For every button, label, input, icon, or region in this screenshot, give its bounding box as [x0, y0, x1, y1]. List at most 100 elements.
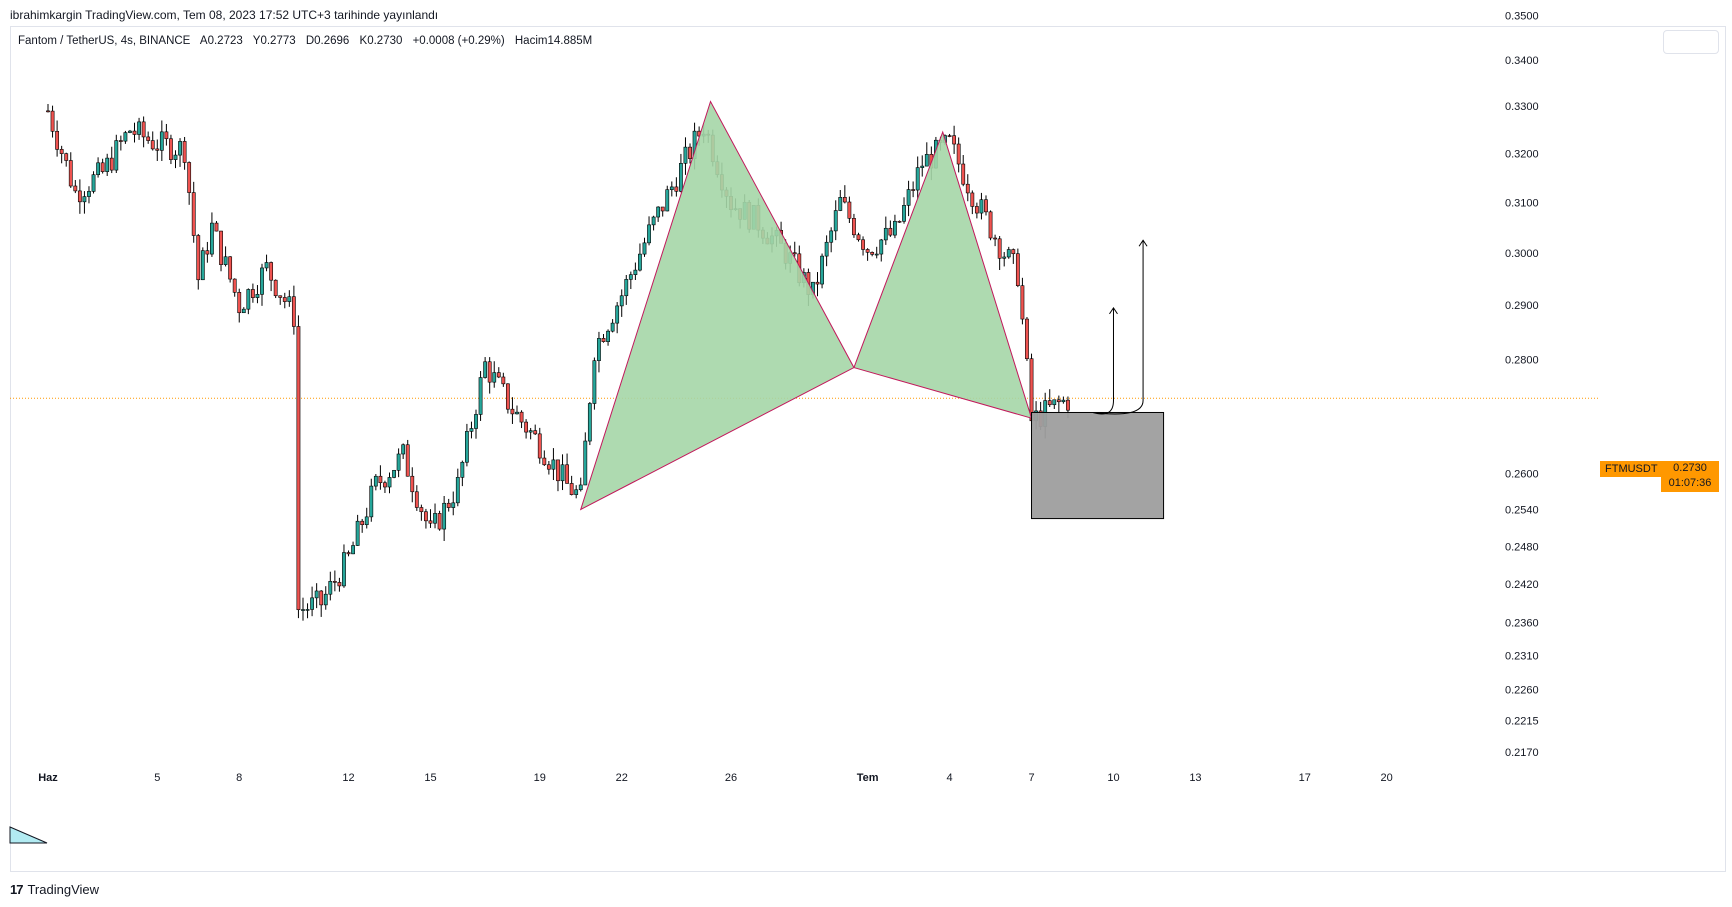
- candle-body: [228, 256, 233, 280]
- time-tick-label: 7: [1028, 772, 1034, 784]
- candle-body: [551, 459, 556, 470]
- price-tick-label: 0.3500: [1505, 11, 1539, 23]
- candle-body: [132, 130, 137, 135]
- candle-body: [401, 444, 406, 455]
- candle-body: [870, 252, 875, 255]
- candle-body: [446, 502, 451, 508]
- candle-body: [396, 453, 401, 471]
- candle-body: [915, 167, 920, 191]
- candle-body: [515, 411, 519, 415]
- candle-body: [59, 149, 64, 154]
- candle-body: [574, 489, 579, 495]
- candle-body: [128, 130, 132, 133]
- candle-body: [610, 322, 615, 332]
- candle-body: [150, 140, 155, 150]
- candle-body: [405, 444, 410, 477]
- candle-body: [55, 130, 60, 150]
- candle-body: [414, 491, 419, 508]
- last-price-value: 0.2730: [1673, 462, 1707, 474]
- candle-body: [1011, 249, 1016, 255]
- candle-body: [383, 482, 387, 488]
- price-tick-label: 0.3300: [1505, 101, 1539, 113]
- candle-body: [82, 196, 87, 203]
- candle-body: [615, 305, 620, 324]
- candle-body: [542, 457, 547, 466]
- candle-body: [373, 475, 378, 487]
- candle-body: [656, 206, 661, 218]
- tradingview-logo-icon: 17: [10, 882, 24, 897]
- candle-body: [883, 227, 888, 241]
- candle-body: [424, 511, 428, 522]
- candle-body: [601, 338, 606, 342]
- price-tick-label: 0.2540: [1505, 504, 1539, 516]
- chart-control-box[interactable]: [1663, 30, 1719, 54]
- candle-body: [419, 507, 424, 513]
- candle-body: [91, 174, 96, 192]
- candle-body: [487, 361, 492, 383]
- candle-body: [328, 581, 333, 595]
- candle-body: [342, 552, 346, 587]
- price-tick-label: 0.2900: [1505, 300, 1539, 312]
- legend-volume: Hacim14.885M: [514, 35, 593, 47]
- candle-body: [1020, 285, 1025, 320]
- tradingview-footer[interactable]: 17 TradingView: [10, 882, 99, 897]
- time-tick-label: 15: [424, 772, 436, 784]
- candle-body: [314, 590, 319, 599]
- candle-body: [109, 157, 114, 171]
- candle-body: [387, 477, 392, 488]
- candle-body: [906, 189, 911, 206]
- candle-body: [628, 274, 633, 280]
- candle-body: [200, 250, 205, 281]
- candle-body: [842, 197, 847, 203]
- candle-body: [829, 230, 834, 243]
- candle-body: [287, 296, 292, 302]
- price-axis: 0.3500 0.3400 0.3300 0.3200 0.3100 0.3000 0.29…: [1505, 11, 1539, 759]
- price-tick-label: 0.2800: [1505, 354, 1539, 366]
- legend-low: D0.2696: [305, 35, 350, 47]
- candle-body: [100, 162, 105, 172]
- candle-body: [833, 210, 838, 232]
- candle-body: [50, 110, 55, 132]
- partial-drawing: [9, 826, 48, 844]
- candle-body: [669, 186, 674, 190]
- candle-body: [856, 234, 861, 241]
- target-arrow: [1092, 240, 1144, 415]
- candle-body: [173, 154, 178, 160]
- candle-body: [1066, 399, 1070, 411]
- candle-body: [64, 153, 69, 161]
- candle-body: [392, 469, 396, 478]
- candle-body: [1025, 318, 1029, 360]
- candle-body: [496, 372, 501, 378]
- candle-body: [264, 262, 269, 269]
- candle-body: [524, 421, 529, 433]
- candle-body: [979, 199, 984, 214]
- candle-body: [974, 206, 979, 214]
- candle-body: [533, 430, 538, 435]
- candle-body: [546, 464, 551, 470]
- candle-body: [879, 239, 884, 255]
- candle-body: [911, 189, 916, 191]
- candle-body: [492, 372, 497, 383]
- candle-body: [310, 597, 314, 610]
- candle-body: [683, 146, 688, 164]
- last-price-badge: 0.2730 01:07:36: [1661, 461, 1719, 492]
- price-tick-label: 0.2170: [1505, 747, 1539, 759]
- candle-body: [469, 428, 474, 432]
- time-tick-label: 10: [1107, 772, 1119, 784]
- candle-body: [73, 185, 78, 192]
- candle-body: [196, 235, 201, 281]
- candle-body: [164, 131, 169, 140]
- candle-body: [674, 186, 679, 192]
- candle-body: [1056, 399, 1061, 403]
- candle-body: [337, 582, 342, 587]
- candle-body: [282, 297, 287, 302]
- candle-body: [792, 252, 797, 255]
- price-tick-label: 0.2215: [1505, 715, 1539, 727]
- candle-body: [556, 459, 560, 482]
- candle-body: [820, 255, 824, 285]
- legend-symbol: Fantom / TetherUS, 4s, BINANCE: [18, 35, 191, 47]
- candle-body: [483, 361, 488, 378]
- candle-body: [537, 433, 542, 459]
- candle-body: [838, 197, 843, 211]
